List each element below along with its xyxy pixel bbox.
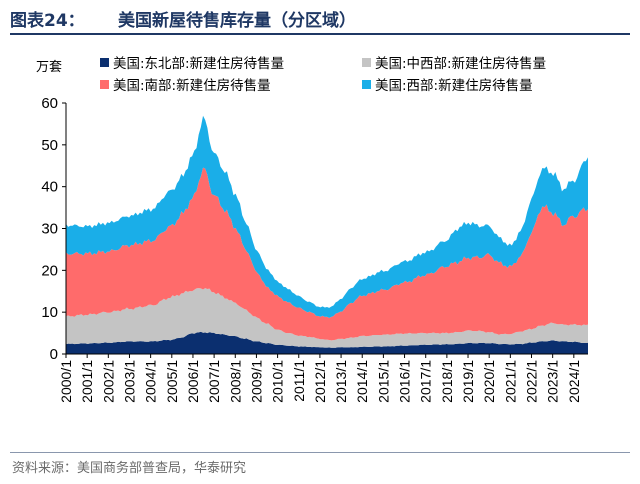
area-northeast [66,331,588,354]
legend-label-west: 美国:西部:新建住房待售量 [375,78,533,94]
y-tick-label: 10 [41,304,58,321]
x-tick-label: 2022/1 [524,360,540,403]
x-tick-label: 2020/1 [481,360,497,403]
area-layers [66,115,588,354]
figure-header: 图表24： 美国新屋待售库存量（分区域） [10,4,630,34]
legend-label-midwest: 美国:中西部:新建住房待售量 [375,56,547,72]
x-tick-label: 2000/1 [58,360,74,403]
x-tick-label: 2002/1 [100,360,116,403]
legend-swatch-midwest [362,58,371,67]
x-tick-label: 2001/1 [79,360,95,403]
legend-swatch-south [100,80,109,89]
stacked-area-chart: 0 10 20 30 40 50 60 2000/1 2001/1 2002/1 2003/1 200… [41,95,588,403]
x-tick-label: 2010/1 [270,360,286,403]
chart-axes: 0 10 20 30 40 50 60 2000/1 2001/1 2002/1 2003/1 200… [41,95,588,403]
footer-rule [10,452,630,453]
legend-label-northeast: 美国:东北部:新建住房待售量 [113,56,285,72]
x-tick-label: 2024/1 [566,360,582,403]
x-tick-label: 2018/1 [439,360,455,403]
legend-item-south: 美国:南部:新建住房待售量 [100,74,271,94]
x-tick-label: 2003/1 [121,360,137,403]
area-midwest [66,288,588,348]
figure-number: 图表24： [10,11,85,31]
y-tick-label: 30 [41,221,58,238]
legend: 美国:东北部:新建住房待售量 美国:中西部:新建住房待售量 美国:南部:新建住房… [100,52,620,96]
y-axis-unit: 万套 [36,60,63,75]
x-tick-label: 2023/1 [545,360,561,403]
x-tick-label: 2017/1 [418,360,434,403]
y-tick-label: 60 [41,95,58,112]
x-tick-label: 2015/1 [375,360,391,403]
x-tick-label: 2007/1 [206,360,222,403]
area-west [66,115,588,318]
y-tick-label: 20 [41,262,58,279]
header-rule [10,33,630,35]
x-tick-label: 2019/1 [460,360,476,403]
y-tick-label: 50 [41,137,58,154]
legend-item-midwest: 美国:中西部:新建住房待售量 [362,52,546,72]
x-tick-label: 2016/1 [397,360,413,403]
x-tick-label: 2011/1 [291,360,307,402]
x-tick-label: 2006/1 [185,360,201,403]
legend-item-northeast: 美国:东北部:新建住房待售量 [100,52,284,72]
x-tick-label: 2012/1 [312,360,328,403]
legend-item-west: 美国:西部:新建住房待售量 [362,74,533,94]
y-tick-label: 0 [50,346,58,363]
legend-swatch-northeast [100,58,109,67]
figure-title: 美国新屋待售库存量（分区域） [118,11,356,31]
area-south [66,167,588,341]
x-tick-label: 2014/1 [354,360,370,403]
legend-label-south: 美国:南部:新建住房待售量 [113,78,271,94]
x-tick-label: 2008/1 [227,360,243,403]
x-tick-label: 2004/1 [143,360,159,403]
y-tick-label: 40 [41,179,58,196]
x-tick-label: 2021/1 [502,360,518,403]
legend-swatch-west [362,80,371,89]
x-tick-label: 2005/1 [164,360,180,403]
x-tick-label: 2013/1 [333,360,349,403]
source-note: 资料来源：美国商务部普查局，华泰研究 [12,461,247,476]
x-tick-label: 2009/1 [248,360,264,403]
